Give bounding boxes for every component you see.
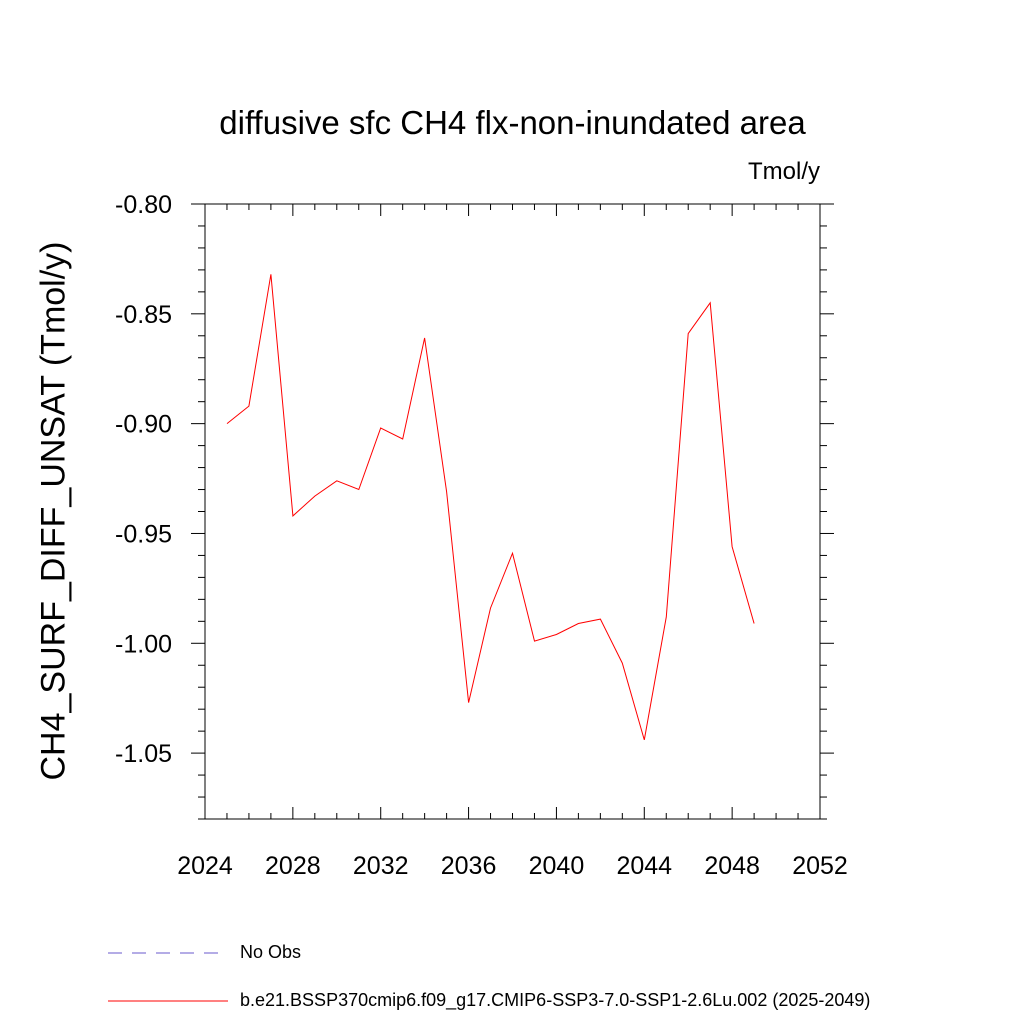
chart-title: diffusive sfc CH4 flx-non-inundated area xyxy=(219,104,806,141)
x-tick-label: 2040 xyxy=(529,852,585,880)
y-tick-label: -0.90 xyxy=(115,411,172,439)
units-label: Tmol/y xyxy=(748,158,820,185)
y-tick-label: -0.80 xyxy=(115,191,172,219)
legend-label-no-obs: No Obs xyxy=(240,942,302,962)
legend-label-model-run: b.e21.BSSP370cmip6.f09_g17.CMIP6-SSP3-7.… xyxy=(240,990,871,1010)
x-tick-label: 2028 xyxy=(265,852,321,880)
x-tick-label: 2052 xyxy=(792,852,848,880)
x-tick-label: 2048 xyxy=(704,852,760,880)
y-tick-label: -0.95 xyxy=(115,520,172,548)
y-tick-label: -0.85 xyxy=(115,301,172,329)
x-tick-label: 2032 xyxy=(353,852,409,880)
series-line-model-run xyxy=(226,274,755,741)
x-tick-label: 2036 xyxy=(441,852,497,880)
x-tick-label: 2044 xyxy=(616,852,672,880)
x-tick-label: 2024 xyxy=(177,852,233,880)
y-tick-label: -1.05 xyxy=(115,740,172,768)
y-tick-label: -1.00 xyxy=(115,630,172,658)
